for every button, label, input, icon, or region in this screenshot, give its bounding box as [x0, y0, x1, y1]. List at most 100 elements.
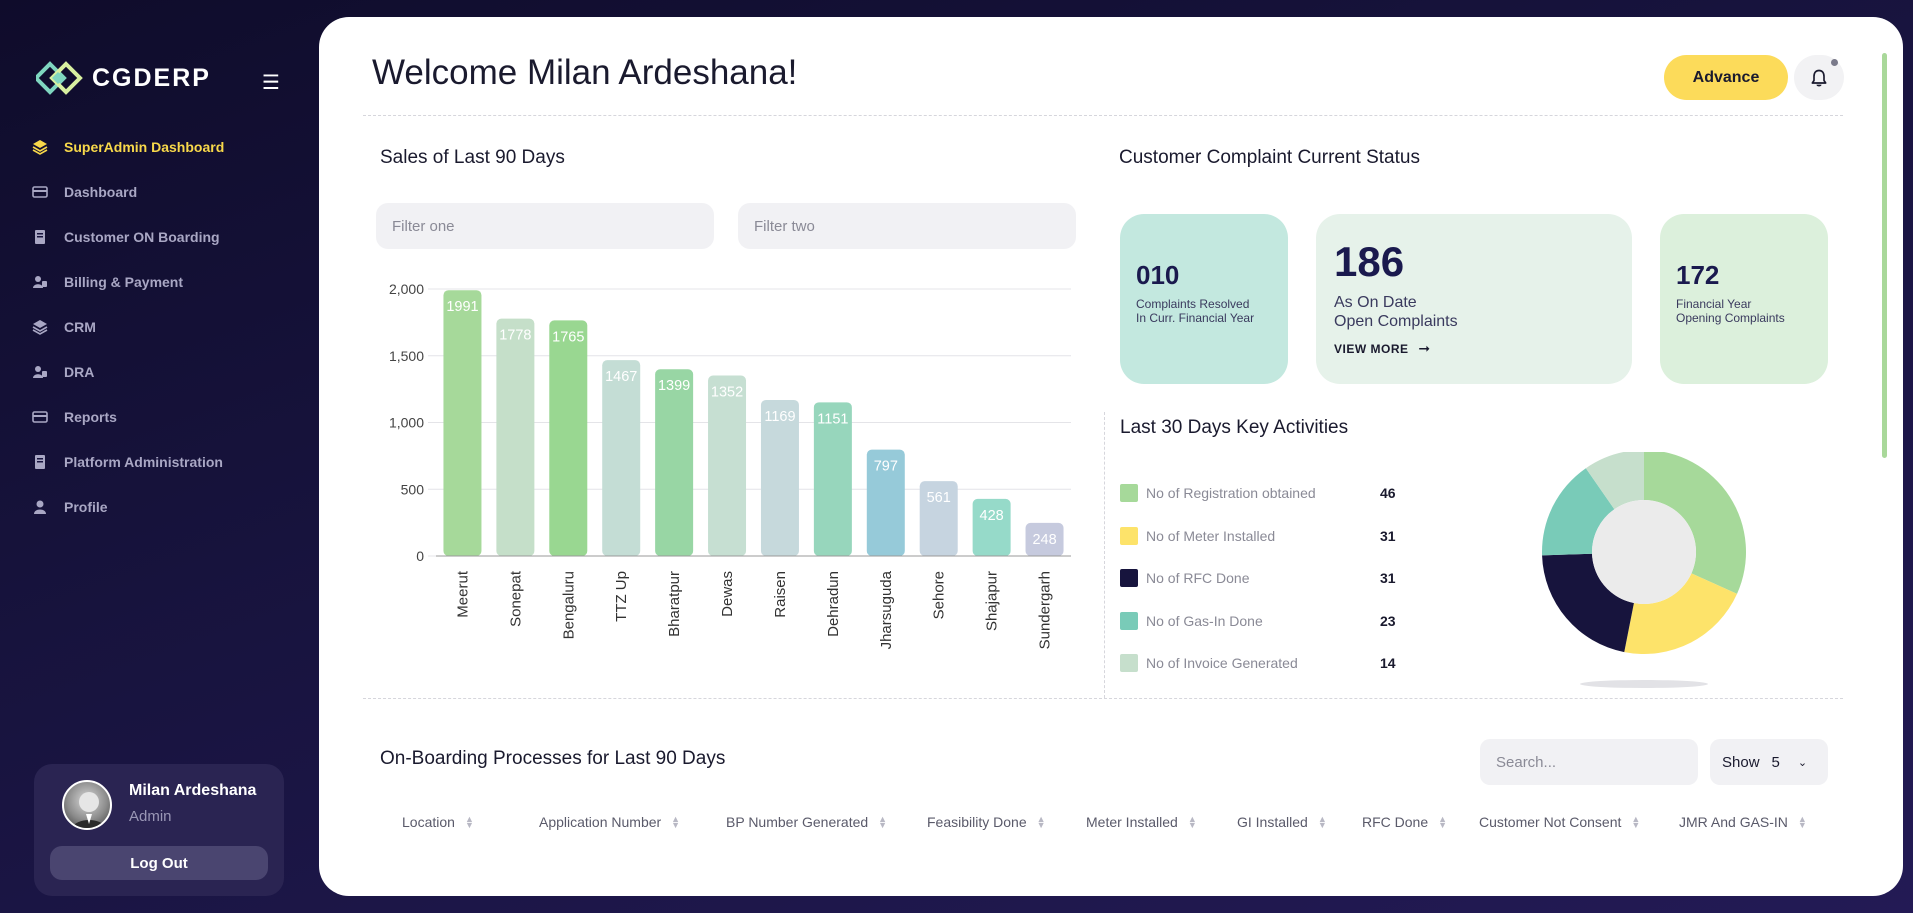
sidebar-item-platform-administration[interactable]: Platform Administration: [32, 439, 302, 484]
notification-dot: [1831, 59, 1838, 66]
x-tick-label: Sehore: [931, 571, 948, 619]
column-header[interactable]: Meter Installed ▲ ▼: [1086, 814, 1197, 830]
column-header[interactable]: Feasibility Done ▲ ▼: [927, 814, 1046, 830]
bar-value-label: 797: [874, 459, 898, 475]
open-value: 186: [1334, 238, 1405, 285]
divider: [363, 698, 1843, 699]
bar: [972, 498, 1011, 556]
column-header-label: BP Number Generated: [726, 814, 869, 830]
legend-swatch: [1120, 526, 1138, 545]
bar-value-label: 1399: [658, 378, 690, 394]
filter-two-input[interactable]: [738, 203, 1076, 249]
bar-value-label: 561: [927, 490, 951, 506]
donut-slice: [1542, 468, 1615, 556]
sidebar-item-crm[interactable]: CRM: [32, 304, 302, 349]
book-icon: [32, 229, 48, 245]
logo-mark-icon: [36, 61, 83, 95]
sidebar-item-label: Reports: [64, 408, 117, 425]
sort-icon: ▲ ▼: [671, 814, 681, 830]
donut-hole: [1592, 500, 1696, 604]
divider: [1104, 412, 1105, 698]
sidebar-item-label: Customer ON Boarding: [64, 228, 220, 245]
bar: [813, 402, 852, 556]
donut-slice: [1644, 452, 1746, 594]
column-header[interactable]: RFC Done ▲ ▼: [1362, 814, 1447, 830]
bar-value-label: 1991: [446, 299, 478, 315]
opening-complaints-card: 172 Financial Year Opening Complaints: [1660, 214, 1828, 384]
bar-value-label: 1765: [552, 329, 584, 345]
bar-value-label: 1169: [764, 409, 795, 425]
sales-bar-chart: 2,000 1,500 1,000 500 0 1991 Meerut 1778 Sonepat…: [389, 281, 1071, 649]
sidebar-item-customer-on-boarding[interactable]: Customer ON Boarding: [32, 214, 302, 259]
sidebar-item-reports[interactable]: Reports: [32, 394, 302, 439]
main-panel: Welcome Milan Ardeshana! Advance Sales o…: [319, 17, 1903, 896]
bar-value-label: 1778: [499, 328, 531, 344]
bar-value-label: 1467: [605, 369, 637, 385]
page-size-select[interactable]: Show 5 ⌄: [1710, 739, 1828, 785]
search-input[interactable]: [1480, 739, 1698, 785]
sidebar-item-label: Platform Administration: [64, 453, 223, 470]
bar-value-label: 1151: [817, 411, 848, 427]
column-header[interactable]: JMR And GAS-IN ▲ ▼: [1679, 814, 1807, 830]
activity-label: No of Invoice Generated: [1146, 655, 1298, 671]
activity-label: No of Registration obtained: [1146, 485, 1316, 501]
avatar-silhouette-icon: [71, 792, 107, 828]
column-header[interactable]: Location ▲ ▼: [402, 814, 474, 830]
arrow-right-icon: ➞: [1418, 340, 1431, 356]
sidebar-item-dashboard[interactable]: Dashboard: [32, 169, 302, 214]
column-header[interactable]: Application Number ▲ ▼: [539, 814, 680, 830]
x-tick-label: Dehradun: [825, 571, 842, 637]
chevron-down-icon: ⌄: [1797, 756, 1808, 769]
sort-icon: ▲ ▼: [878, 814, 888, 830]
donut-slice: [1585, 452, 1644, 510]
x-tick-label: Dewas: [719, 571, 736, 617]
activity-row: No of Gas-In Done 23: [1120, 611, 1410, 631]
activity-row: No of RFC Done 31: [1120, 568, 1410, 588]
column-header[interactable]: GI Installed ▲ ▼: [1237, 814, 1327, 830]
column-header[interactable]: BP Number Generated ▲ ▼: [726, 814, 887, 830]
activities-title: Last 30 Days Key Activities: [1120, 417, 1349, 438]
activity-label: No of Gas-In Done: [1146, 612, 1263, 629]
sidebar-item-superadmin-dashboard[interactable]: SuperAdmin Dashboard: [32, 124, 302, 169]
brand-logo[interactable]: CGDERP: [36, 60, 211, 96]
column-header-label: RFC Done: [1362, 814, 1429, 830]
scrollbar-thumb[interactable]: [1882, 53, 1887, 458]
activity-value: 31: [1380, 527, 1396, 544]
notifications-button[interactable]: [1794, 55, 1844, 100]
x-tick-label: Raisen: [772, 571, 789, 618]
legend-swatch: [1120, 484, 1138, 502]
column-header-label: Meter Installed: [1086, 814, 1178, 830]
bell-icon: [1811, 69, 1827, 86]
user-name: Milan Ardeshana: [129, 782, 257, 799]
column-header-label: JMR And GAS-IN: [1679, 814, 1788, 830]
donut-slice: [1624, 573, 1738, 654]
column-header[interactable]: Customer Not Consent ▲ ▼: [1479, 814, 1640, 830]
y-tick-label: 500: [401, 481, 425, 497]
sidebar-item-dra[interactable]: DRA: [32, 349, 302, 394]
x-tick-label: TTZ Up: [613, 571, 630, 622]
bar: [549, 320, 588, 556]
person-icon: [32, 499, 48, 515]
bar: [496, 318, 535, 556]
menu-toggle-icon[interactable]: ☰: [262, 72, 280, 94]
logout-button[interactable]: Log Out: [50, 846, 268, 880]
sort-icon: ▲ ▼: [1438, 814, 1448, 830]
opening-label-2: Opening Complaints: [1676, 311, 1785, 325]
bar: [1025, 522, 1064, 556]
bar: [866, 449, 905, 556]
x-tick-label: Bharatpur: [666, 571, 683, 637]
user-role: Admin: [129, 808, 172, 825]
advance-button[interactable]: Advance: [1664, 55, 1788, 100]
column-header-label: Application Number: [539, 814, 662, 830]
y-tick-label: 1,500: [389, 348, 424, 364]
legend-swatch: [1120, 611, 1138, 630]
view-more-link[interactable]: VIEW MORE ➞: [1334, 340, 1431, 357]
sidebar-item-profile[interactable]: Profile: [32, 484, 302, 529]
activities-donut-chart: [1542, 452, 1746, 688]
x-tick-label: Meerut: [454, 570, 471, 618]
sort-icon: ▲ ▼: [1187, 814, 1197, 830]
filter-one-input[interactable]: [376, 203, 714, 249]
open-label-2: Open Complaints: [1334, 313, 1458, 330]
resolved-complaints-card: 010 Complaints Resolved In Curr. Financi…: [1120, 214, 1288, 384]
sidebar-item-billing-payment[interactable]: Billing & Payment: [32, 259, 302, 304]
